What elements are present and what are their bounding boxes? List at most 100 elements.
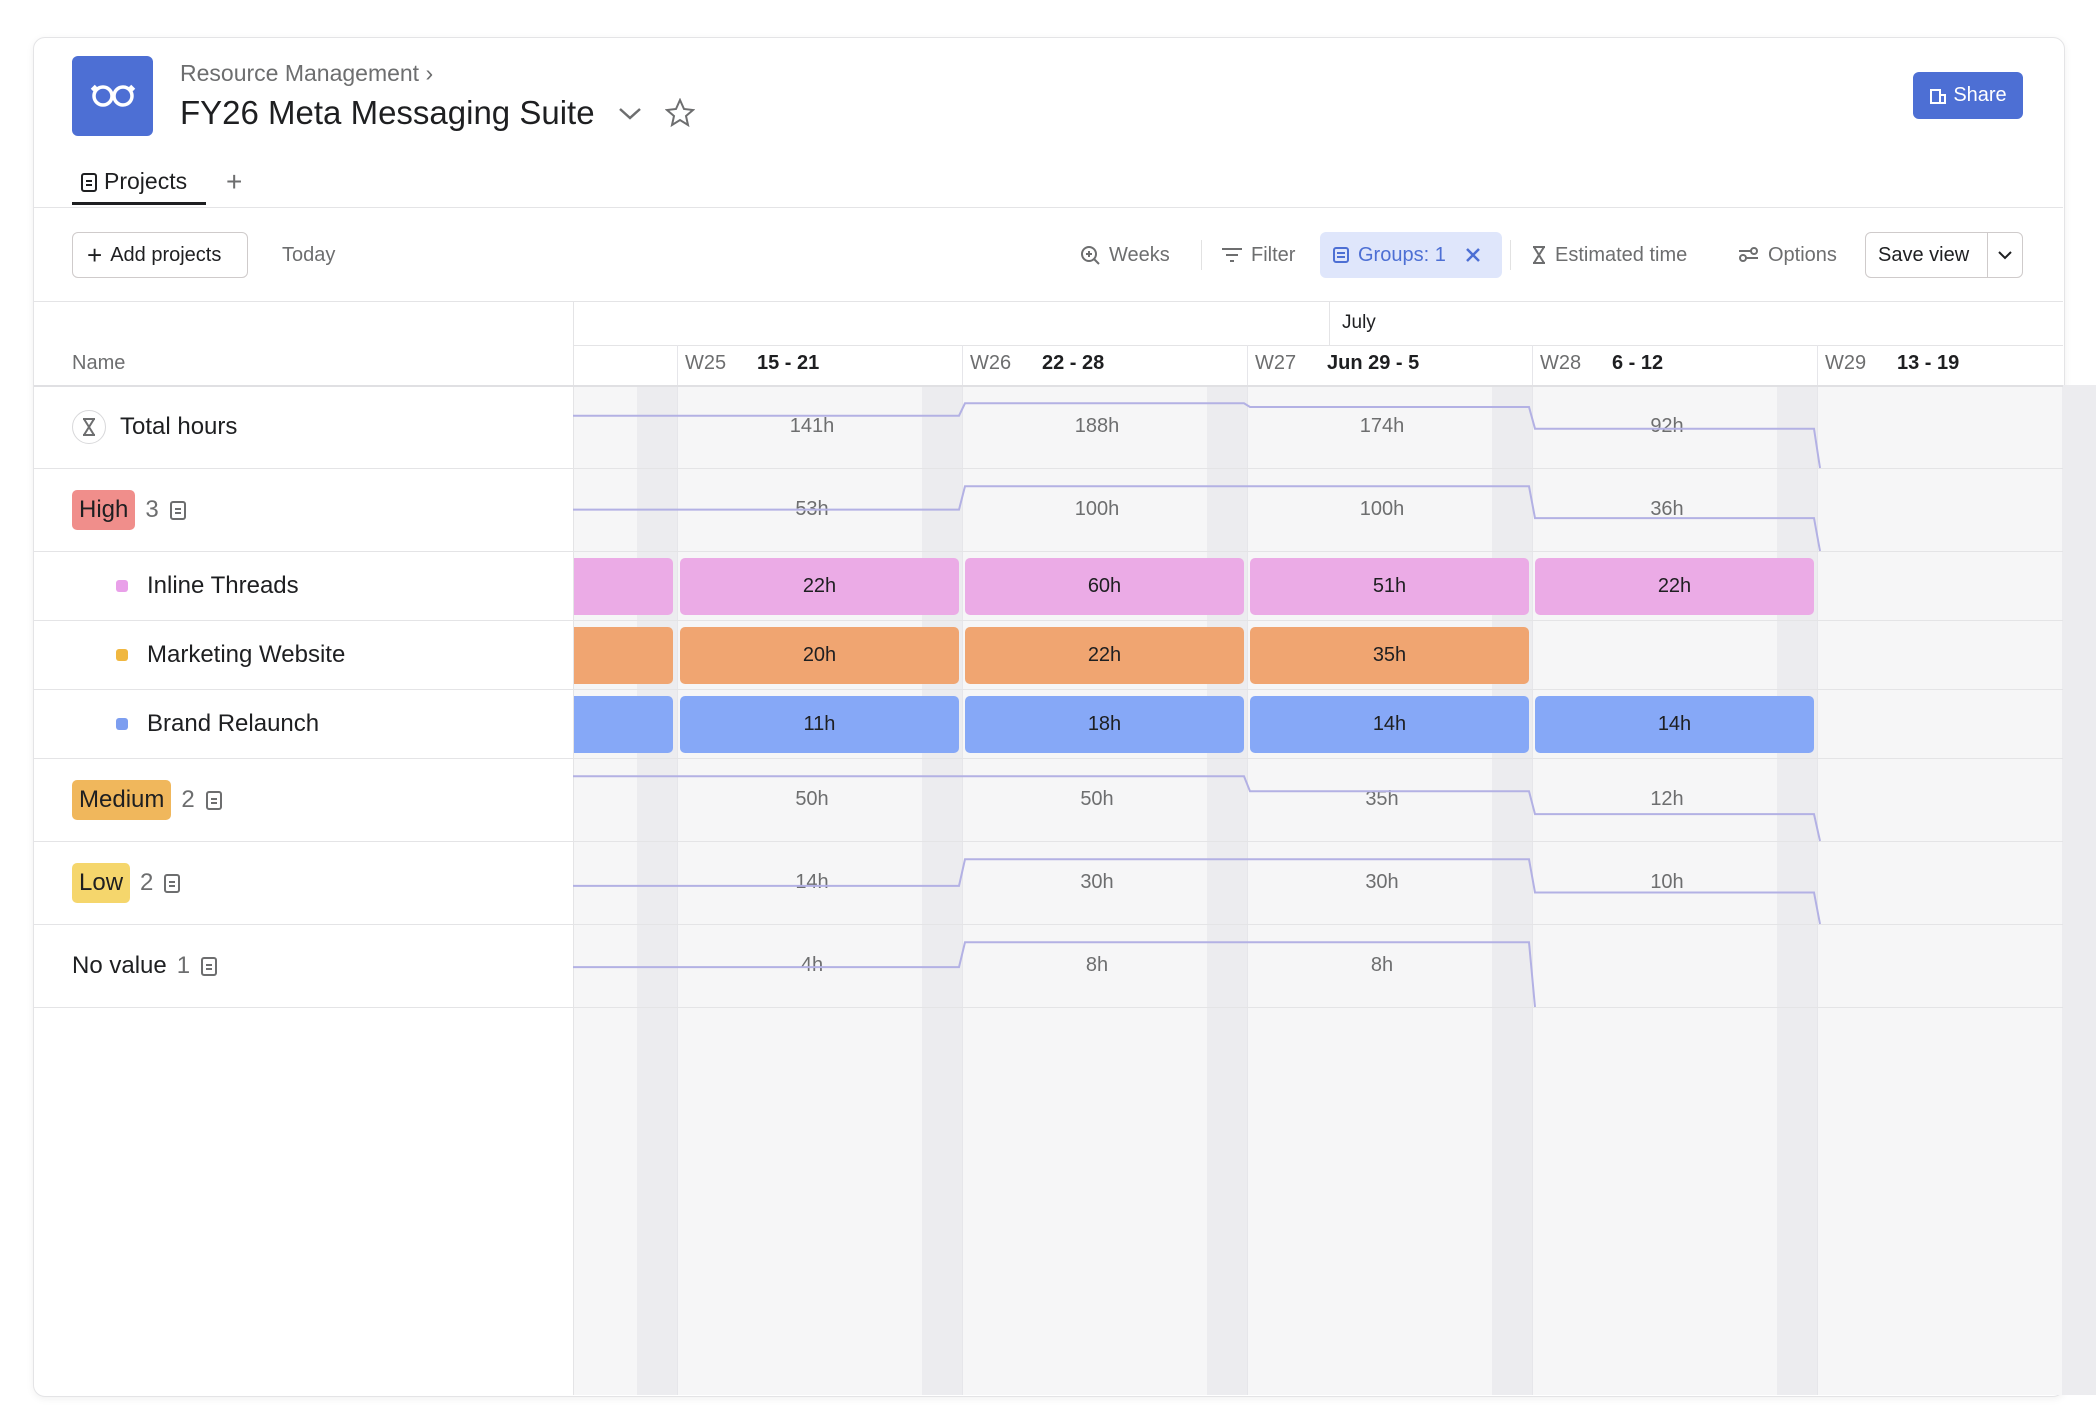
star-icon[interactable] bbox=[664, 98, 695, 128]
hours-label: 100h bbox=[1074, 498, 1120, 520]
project-name[interactable]: Inline Threads bbox=[147, 571, 299, 599]
project-icon bbox=[72, 56, 153, 136]
row-divider bbox=[34, 468, 2063, 469]
hours-label: 8h bbox=[1085, 954, 1109, 976]
group-row[interactable]: High 3 bbox=[72, 468, 187, 551]
project-count: 2 bbox=[140, 868, 154, 896]
project-count: 3 bbox=[145, 495, 159, 523]
zoom-icon bbox=[1081, 246, 1100, 265]
groups-label: Groups: 1 bbox=[1358, 243, 1446, 266]
week-number: W25 bbox=[685, 352, 727, 374]
tab-projects[interactable]: Projects bbox=[80, 168, 187, 195]
weeks-label: Weeks bbox=[1109, 243, 1170, 266]
count-icon bbox=[163, 872, 181, 894]
week-number: W26 bbox=[970, 352, 1012, 374]
groups-chip[interactable]: Groups: 1 bbox=[1320, 232, 1502, 278]
add-tab[interactable]: + bbox=[226, 166, 243, 197]
hours-label: 141h bbox=[789, 415, 835, 437]
row-divider bbox=[34, 841, 2063, 842]
project-name[interactable]: Brand Relaunch bbox=[147, 709, 320, 737]
group-row[interactable]: Medium 2 bbox=[72, 758, 223, 841]
priority-chip: Medium bbox=[72, 779, 172, 820]
week-range: 13 - 19 bbox=[1897, 352, 1960, 374]
groups-icon bbox=[1333, 247, 1349, 263]
project-bar[interactable]: 11h bbox=[680, 696, 959, 753]
hours-label: 8h bbox=[1370, 954, 1394, 976]
today-label: Today bbox=[282, 243, 336, 266]
header-row-line bbox=[573, 345, 2063, 346]
weekend-stripe bbox=[2062, 385, 2096, 1395]
project-bar[interactable]: 14h bbox=[1535, 696, 1814, 753]
row-divider bbox=[34, 689, 2063, 690]
glasses-icon bbox=[90, 84, 136, 107]
project-dot bbox=[116, 648, 128, 661]
clipboard-icon bbox=[205, 790, 222, 810]
share-label: Share bbox=[1953, 84, 2007, 106]
project-name[interactable]: Marketing Website bbox=[147, 640, 346, 668]
filter-icon bbox=[1222, 248, 1242, 262]
hours-label: 100h bbox=[1359, 498, 1405, 520]
project-bar[interactable]: 22h bbox=[1535, 558, 1814, 615]
save-view-dropdown[interactable] bbox=[1987, 233, 2022, 277]
hours-label: 188h bbox=[1074, 415, 1120, 437]
options-button[interactable]: Options bbox=[1738, 232, 1837, 278]
estimated-label: Estimated time bbox=[1555, 243, 1688, 266]
page-title: FY26 Meta Messaging Suite bbox=[180, 94, 595, 131]
clipboard-icon bbox=[164, 873, 181, 893]
total-label: Total hours bbox=[120, 412, 238, 440]
project-bar[interactable]: 35h bbox=[1250, 627, 1529, 684]
project-bar[interactable]: 51h bbox=[1250, 558, 1529, 615]
project-bar[interactable]: 20h bbox=[680, 627, 959, 684]
name-header: Name bbox=[72, 352, 126, 374]
weeks-button[interactable]: Weeks bbox=[1079, 232, 1170, 278]
hourglass-icon bbox=[1533, 246, 1545, 264]
breadcrumb[interactable]: Resource Management › bbox=[180, 60, 434, 86]
filter-button[interactable]: Filter bbox=[1221, 232, 1295, 278]
toolbar-separator bbox=[1510, 240, 1511, 270]
project-count: 1 bbox=[176, 951, 191, 979]
tab-underline bbox=[72, 202, 206, 205]
save-view-button[interactable]: Save view bbox=[1865, 232, 2023, 278]
options-label: Options bbox=[1768, 243, 1837, 266]
week-divider bbox=[1817, 345, 1818, 1395]
row-divider bbox=[34, 551, 2063, 552]
project-bar[interactable]: 14h bbox=[1250, 696, 1529, 753]
clear-groups-icon[interactable] bbox=[1464, 246, 1482, 264]
title-row: FY26 Meta Messaging Suite bbox=[180, 94, 695, 132]
clipboard-icon bbox=[201, 956, 218, 976]
weekend-stripe bbox=[637, 385, 677, 1395]
count-icon bbox=[205, 789, 223, 811]
count-icon bbox=[169, 499, 187, 521]
row-divider bbox=[34, 924, 2063, 925]
group-row[interactable]: No value 1 bbox=[72, 924, 218, 1007]
project-bar[interactable]: 60h bbox=[965, 558, 1244, 615]
today-button[interactable]: Today bbox=[282, 232, 335, 278]
group-row[interactable]: Low 2 bbox=[72, 841, 181, 924]
estimated-time-button[interactable]: Estimated time bbox=[1531, 232, 1687, 278]
clipboard-icon bbox=[169, 500, 186, 520]
hours-label: 30h bbox=[1080, 871, 1114, 893]
hours-label: 35h bbox=[1365, 788, 1399, 810]
left-divider bbox=[573, 301, 574, 1395]
project-bar[interactable]: 22h bbox=[680, 558, 959, 615]
group-label: No value bbox=[72, 951, 167, 979]
project-bar[interactable]: 18h bbox=[965, 696, 1244, 753]
week-number: W29 bbox=[1825, 352, 1867, 374]
breadcrumb-text[interactable]: Resource Management bbox=[180, 60, 420, 86]
add-projects-button[interactable]: + Add projects bbox=[72, 232, 248, 278]
hours-label: 30h bbox=[1365, 871, 1399, 893]
share-icon bbox=[1930, 88, 1947, 104]
dropdown-icon[interactable] bbox=[617, 103, 643, 123]
chevron-icon bbox=[1998, 251, 2012, 260]
project-dot bbox=[116, 717, 128, 730]
week-range: 15 - 21 bbox=[757, 352, 820, 374]
week-number: W28 bbox=[1540, 352, 1582, 374]
tab-label: Projects bbox=[104, 168, 188, 194]
project-bar[interactable]: 22h bbox=[965, 627, 1244, 684]
hours-label: 174h bbox=[1359, 415, 1405, 437]
share-button[interactable]: Share bbox=[1913, 72, 2023, 119]
row-divider bbox=[34, 1007, 2063, 1008]
toolbar-separator bbox=[1201, 240, 1202, 270]
